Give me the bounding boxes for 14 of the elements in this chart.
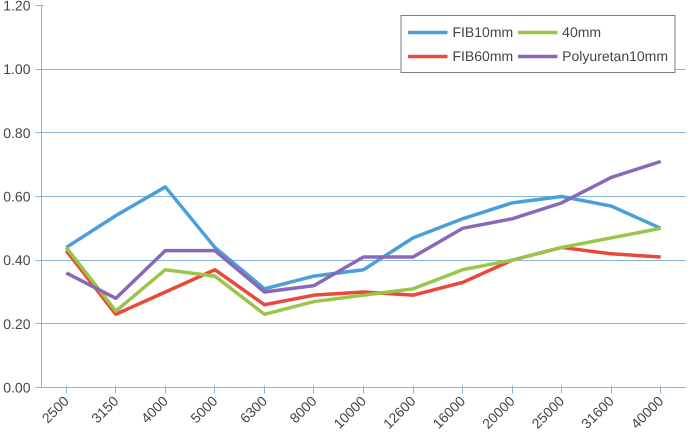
y-tick-label: 1.20 [3,0,31,14]
legend-label: FIB10mm [452,24,514,40]
y-tick-label: 0.60 [3,188,31,204]
y-tick-label: 1.00 [3,61,31,78]
legend-label: Polyuretan10mm [562,48,668,64]
legend-label: FIB60mm [452,48,514,64]
line-series [64,226,662,316]
legend-label: 40mm [562,24,602,40]
y-tick-label: 0.00 [3,380,31,396]
y-tick-label: 0.20 [3,316,31,332]
y-tick-label: 0.80 [3,124,31,141]
line-series [64,160,662,300]
line-series [64,185,662,291]
y-tick-label: 0.40 [3,252,31,268]
